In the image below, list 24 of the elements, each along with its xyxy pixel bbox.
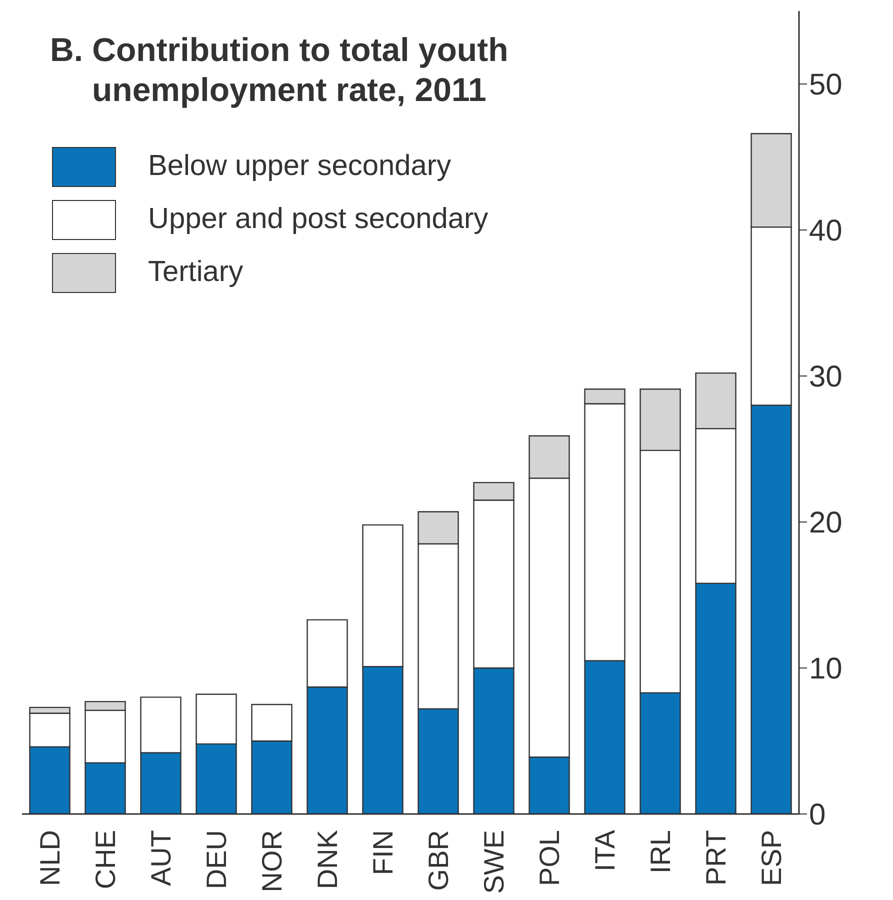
x-tick-label: AUT [145, 830, 176, 886]
x-tick-label: NLD [34, 830, 66, 886]
x-tick-label: ITA [589, 830, 620, 872]
legend-label: Below upper secondary [148, 150, 452, 183]
text: B. Contribution to total youth unemployment rate, 2011 [50, 30, 510, 110]
y-tick-label: 50 [809, 68, 842, 102]
x-tick-label: CHE [90, 830, 121, 890]
x-tick-label: GBR [422, 830, 454, 891]
y-tick-label: 0 [809, 798, 826, 832]
y-tick-label: 10 [809, 652, 842, 686]
legend-label: Upper and post secondary [148, 203, 488, 236]
x-tick-label: DNK [312, 830, 343, 890]
y-tick-label: 20 [809, 506, 842, 540]
x-tick-label: FIN [367, 830, 398, 876]
x-tick-label: NOR [256, 830, 288, 892]
x-tick-label: POL [534, 830, 565, 886]
legend-label: Tertiary [148, 256, 244, 289]
y-tick-label: 40 [809, 214, 842, 248]
x-tick-label: DEU [200, 830, 232, 890]
x-tick-label: ESP [756, 830, 787, 886]
y-tick-label: 30 [809, 360, 842, 394]
x-tick-label: SWE [478, 830, 510, 894]
x-tick-label: IRL [644, 830, 676, 874]
x-tick-label: PRT [700, 830, 732, 886]
